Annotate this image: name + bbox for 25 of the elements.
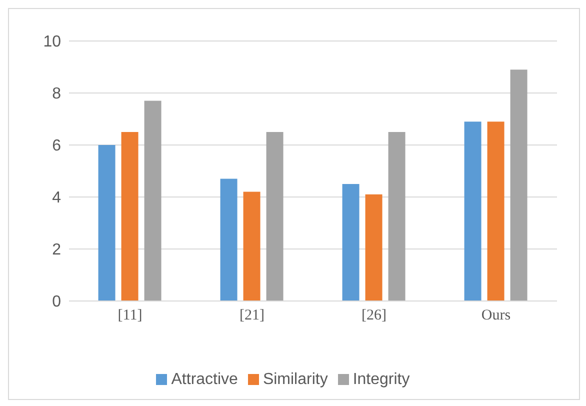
legend-label: Integrity <box>352 371 410 388</box>
y-tick-label: 6 <box>52 138 62 155</box>
bar <box>388 132 406 301</box>
bar <box>365 194 382 301</box>
y-tick-label: 4 <box>52 190 62 207</box>
y-tick-label: 2 <box>52 242 62 259</box>
bar <box>144 100 162 301</box>
bar <box>510 70 528 301</box>
bar <box>487 122 504 301</box>
y-tick-label: 0 <box>52 294 62 311</box>
x-tick-label: [11] <box>118 308 142 324</box>
bar <box>220 178 238 301</box>
x-tick-label: Ours <box>481 308 511 324</box>
y-tick-label: 8 <box>52 86 62 103</box>
y-tick-label: 10 <box>43 34 62 51</box>
bar <box>243 192 260 301</box>
bar <box>342 184 360 301</box>
bar <box>121 132 138 301</box>
bar <box>266 132 284 301</box>
x-tick-label: [21] <box>240 308 264 324</box>
legend-label: Similarity <box>262 371 328 388</box>
x-tick-label: [26] <box>362 308 386 324</box>
legend-label: Attractive <box>171 371 238 388</box>
bar <box>464 122 482 301</box>
bar <box>98 145 116 301</box>
